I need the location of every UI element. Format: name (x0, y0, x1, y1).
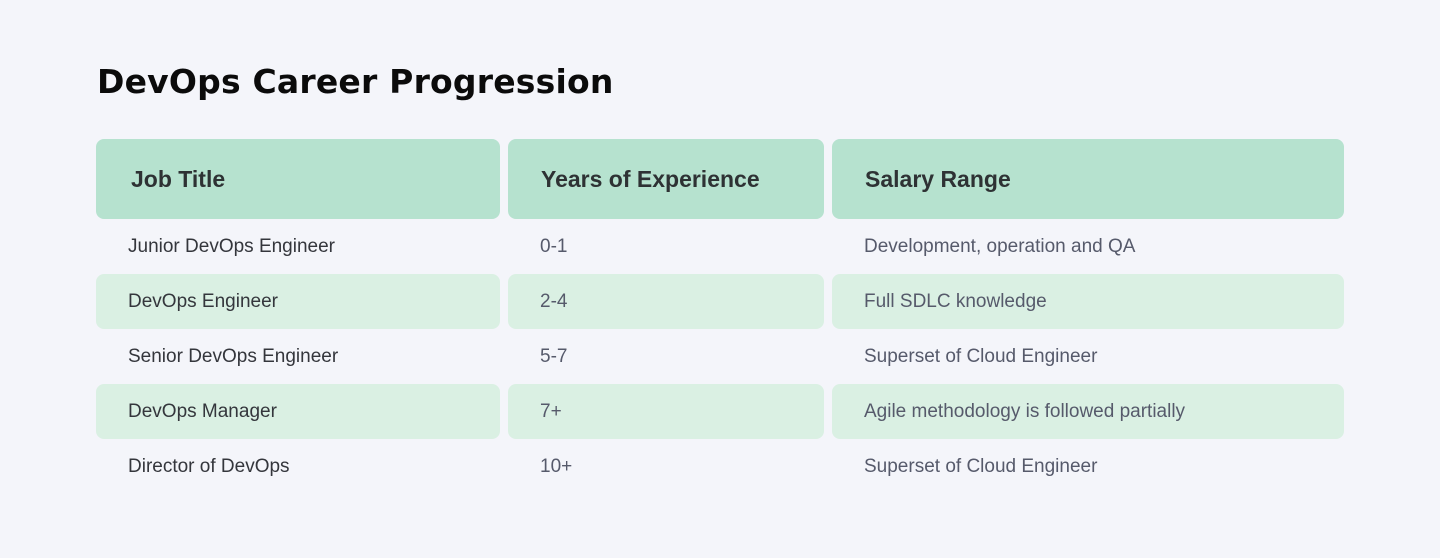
job-title-cell: DevOps Manager (96, 384, 500, 439)
job-title-cell: DevOps Engineer (96, 274, 500, 329)
column-header-years-of-experience: Years of Experience (508, 139, 824, 219)
table-row: Senior DevOps Engineer 5-7 Superset of C… (96, 329, 1344, 384)
page-title: DevOps Career Progression (97, 62, 614, 101)
job-title-cell: Director of DevOps (128, 455, 290, 477)
job-title-cell: Junior DevOps Engineer (128, 235, 335, 257)
table-row: DevOps Engineer 2-4 Full SDLC knowledge (96, 274, 1344, 329)
salary-range-cell: Agile methodology is followed partially (832, 384, 1344, 439)
job-title-cell: Senior DevOps Engineer (128, 345, 339, 367)
table-row: DevOps Manager 7+ Agile methodology is f… (96, 384, 1344, 439)
years-cell: 10+ (540, 455, 573, 477)
salary-range-cell: Development, operation and QA (864, 235, 1136, 257)
years-cell: 0-1 (540, 235, 568, 257)
salary-range-cell: Superset of Cloud Engineer (864, 455, 1098, 477)
career-table: Job Title Years of Experience Salary Ran… (96, 139, 1344, 494)
salary-range-cell: Full SDLC knowledge (832, 274, 1344, 329)
table-row: Junior DevOps Engineer 0-1 Development, … (96, 219, 1344, 274)
table-header-row: Job Title Years of Experience Salary Ran… (96, 139, 1344, 219)
years-cell: 7+ (508, 384, 824, 439)
years-cell: 2-4 (508, 274, 824, 329)
years-cell: 5-7 (540, 345, 568, 367)
table-row: Director of DevOps 10+ Superset of Cloud… (96, 439, 1344, 494)
salary-range-cell: Superset of Cloud Engineer (864, 345, 1098, 367)
column-header-job-title: Job Title (96, 139, 500, 219)
column-header-salary-range: Salary Range (832, 139, 1344, 219)
